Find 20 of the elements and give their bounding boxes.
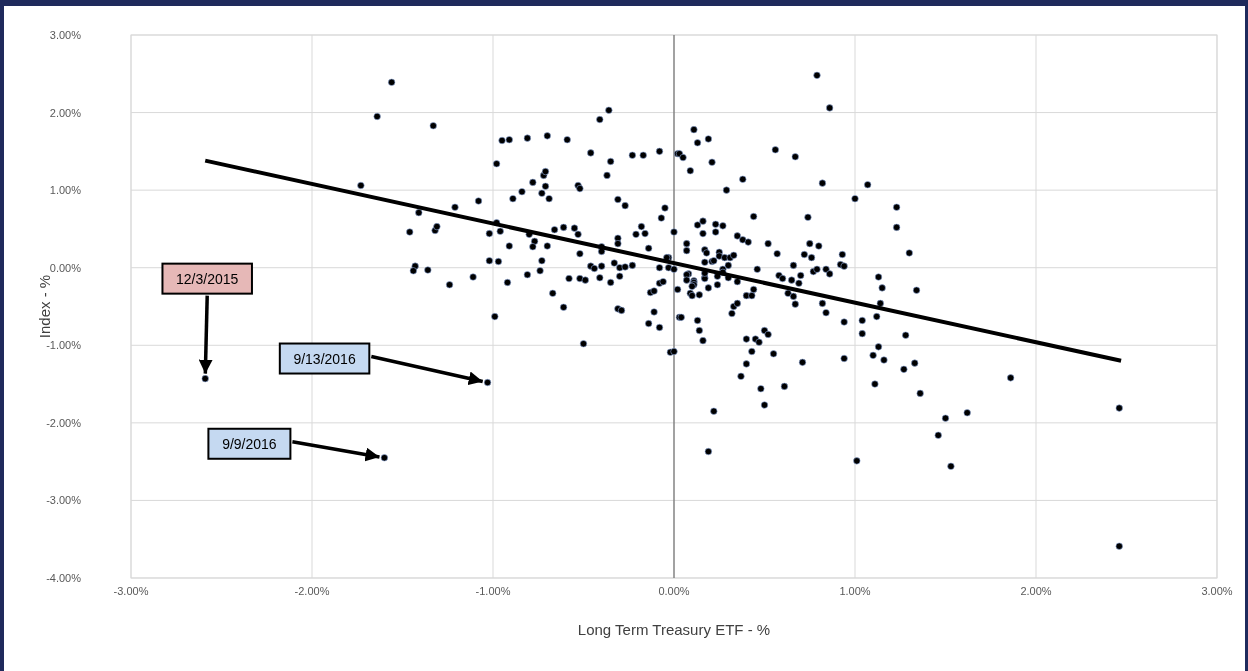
x-tick-label: -3.00% bbox=[113, 585, 149, 597]
y-tick-label: -2.00% bbox=[46, 416, 82, 429]
annotation: 12/3/2015 bbox=[176, 270, 239, 287]
y-tick-label: 1.00% bbox=[49, 184, 82, 197]
x-axis-title: Long Term Treasury ETF - % bbox=[577, 621, 771, 638]
x-tick-label: 2.00% bbox=[1020, 585, 1052, 597]
annotation: 9/9/2016 bbox=[222, 435, 277, 452]
x-tick-label: -1.00% bbox=[475, 585, 511, 597]
y-tick-label: 3.00% bbox=[49, 29, 82, 41]
annotation: 9/13/2016 bbox=[293, 350, 356, 367]
y-tick-label: 2.00% bbox=[49, 106, 82, 119]
y-tick-label: 0.00% bbox=[49, 261, 82, 274]
y-tick-label: -4.00% bbox=[46, 572, 82, 584]
x-tick-label: -2.00% bbox=[294, 585, 330, 597]
y-tick-label: -1.00% bbox=[46, 339, 82, 352]
x-tick-label: 3.00% bbox=[1201, 585, 1233, 597]
x-tick-label: 1.00% bbox=[839, 585, 871, 597]
y-tick-label: -3.00% bbox=[46, 494, 82, 507]
x-tick-label: 0.00% bbox=[658, 585, 690, 597]
y-axis-title: Index - % bbox=[36, 274, 53, 339]
